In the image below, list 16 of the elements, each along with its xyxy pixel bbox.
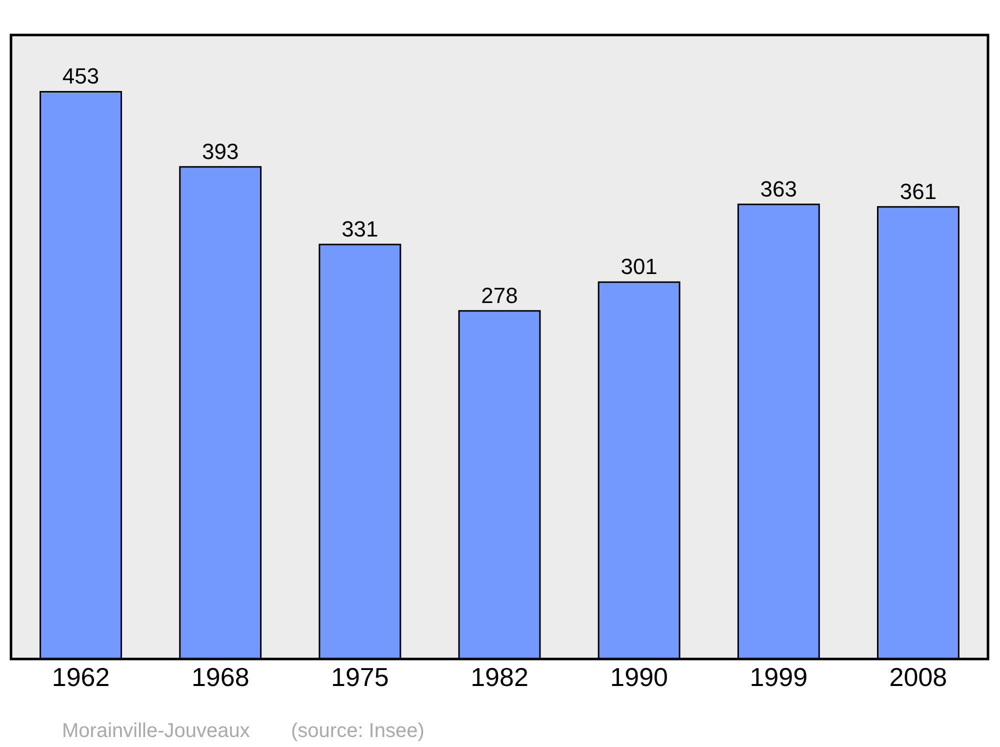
x-tick-label: 1999	[750, 662, 808, 692]
data-label: 331	[342, 216, 378, 242]
x-tick-label: 2008	[889, 662, 948, 692]
text: Morainville-Jouveaux	[62, 720, 250, 742]
data-label: 278	[481, 282, 518, 308]
data-label: 363	[760, 176, 798, 202]
x-tick-label: 1975	[331, 662, 389, 692]
data-label: 453	[62, 64, 100, 89]
text: (source: Insee)	[291, 720, 424, 742]
data-label: 393	[202, 138, 239, 164]
data-label: 301	[620, 254, 658, 280]
x-tick-label: 1990	[610, 662, 668, 692]
x-tick-label: 1982	[470, 662, 528, 692]
x-tick-label: 1962	[52, 662, 110, 692]
x-tick-label: 1968	[191, 662, 250, 692]
data-label: 361	[900, 178, 937, 204]
